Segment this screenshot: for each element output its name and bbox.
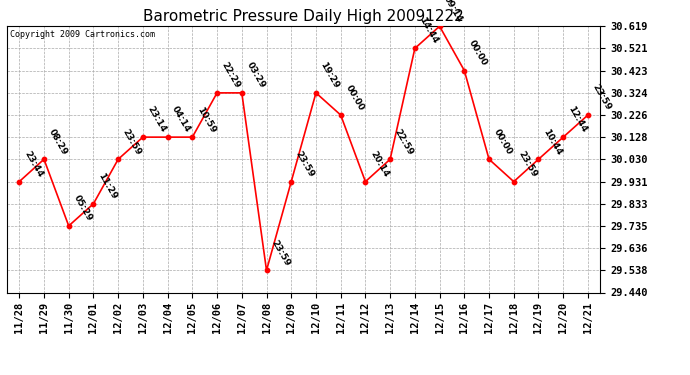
Text: 05:29: 05:29: [72, 194, 94, 223]
Point: [137, 134, 148, 140]
Text: 12:44: 12:44: [566, 105, 588, 134]
Point: [212, 90, 223, 96]
Point: [39, 156, 50, 162]
Point: [360, 178, 371, 184]
Point: [582, 112, 593, 118]
Point: [558, 134, 569, 140]
Point: [236, 90, 247, 96]
Text: 00:00: 00:00: [467, 39, 489, 68]
Point: [384, 156, 395, 162]
Point: [533, 156, 544, 162]
Text: 20:14: 20:14: [368, 150, 391, 179]
Text: 22:29: 22:29: [220, 61, 242, 90]
Point: [509, 178, 520, 184]
Text: 00:00: 00:00: [492, 128, 513, 156]
Text: 23:59: 23:59: [121, 127, 143, 156]
Point: [112, 156, 124, 162]
Point: [162, 134, 173, 140]
Text: 22:59: 22:59: [393, 127, 415, 156]
Text: 09:14: 09:14: [442, 0, 464, 24]
Text: 19:29: 19:29: [319, 61, 341, 90]
Text: 23:59: 23:59: [294, 150, 316, 179]
Text: 23:59: 23:59: [517, 150, 539, 179]
Point: [63, 223, 75, 229]
Point: [286, 178, 297, 184]
Point: [459, 68, 470, 74]
Text: 08:29: 08:29: [47, 127, 69, 156]
Text: 04:14: 04:14: [170, 105, 193, 134]
Point: [409, 45, 420, 51]
Point: [434, 23, 445, 29]
Text: 10:59: 10:59: [195, 105, 217, 134]
Text: 14:44: 14:44: [417, 16, 440, 46]
Text: 23:44: 23:44: [22, 149, 44, 179]
Text: 23:59: 23:59: [591, 83, 613, 112]
Point: [310, 90, 322, 96]
Point: [88, 201, 99, 207]
Point: [484, 156, 495, 162]
Text: 03:29: 03:29: [244, 61, 266, 90]
Text: 23:14: 23:14: [146, 105, 168, 134]
Point: [14, 178, 25, 184]
Text: 10:44: 10:44: [541, 127, 564, 156]
Title: Barometric Pressure Daily High 20091222: Barometric Pressure Daily High 20091222: [144, 9, 464, 24]
Point: [187, 134, 198, 140]
Point: [335, 112, 346, 118]
Point: [261, 267, 272, 273]
Text: 11:29: 11:29: [96, 172, 119, 201]
Text: Copyright 2009 Cartronics.com: Copyright 2009 Cartronics.com: [10, 30, 155, 39]
Text: 00:00: 00:00: [344, 83, 365, 112]
Text: 23:59: 23:59: [269, 238, 291, 268]
